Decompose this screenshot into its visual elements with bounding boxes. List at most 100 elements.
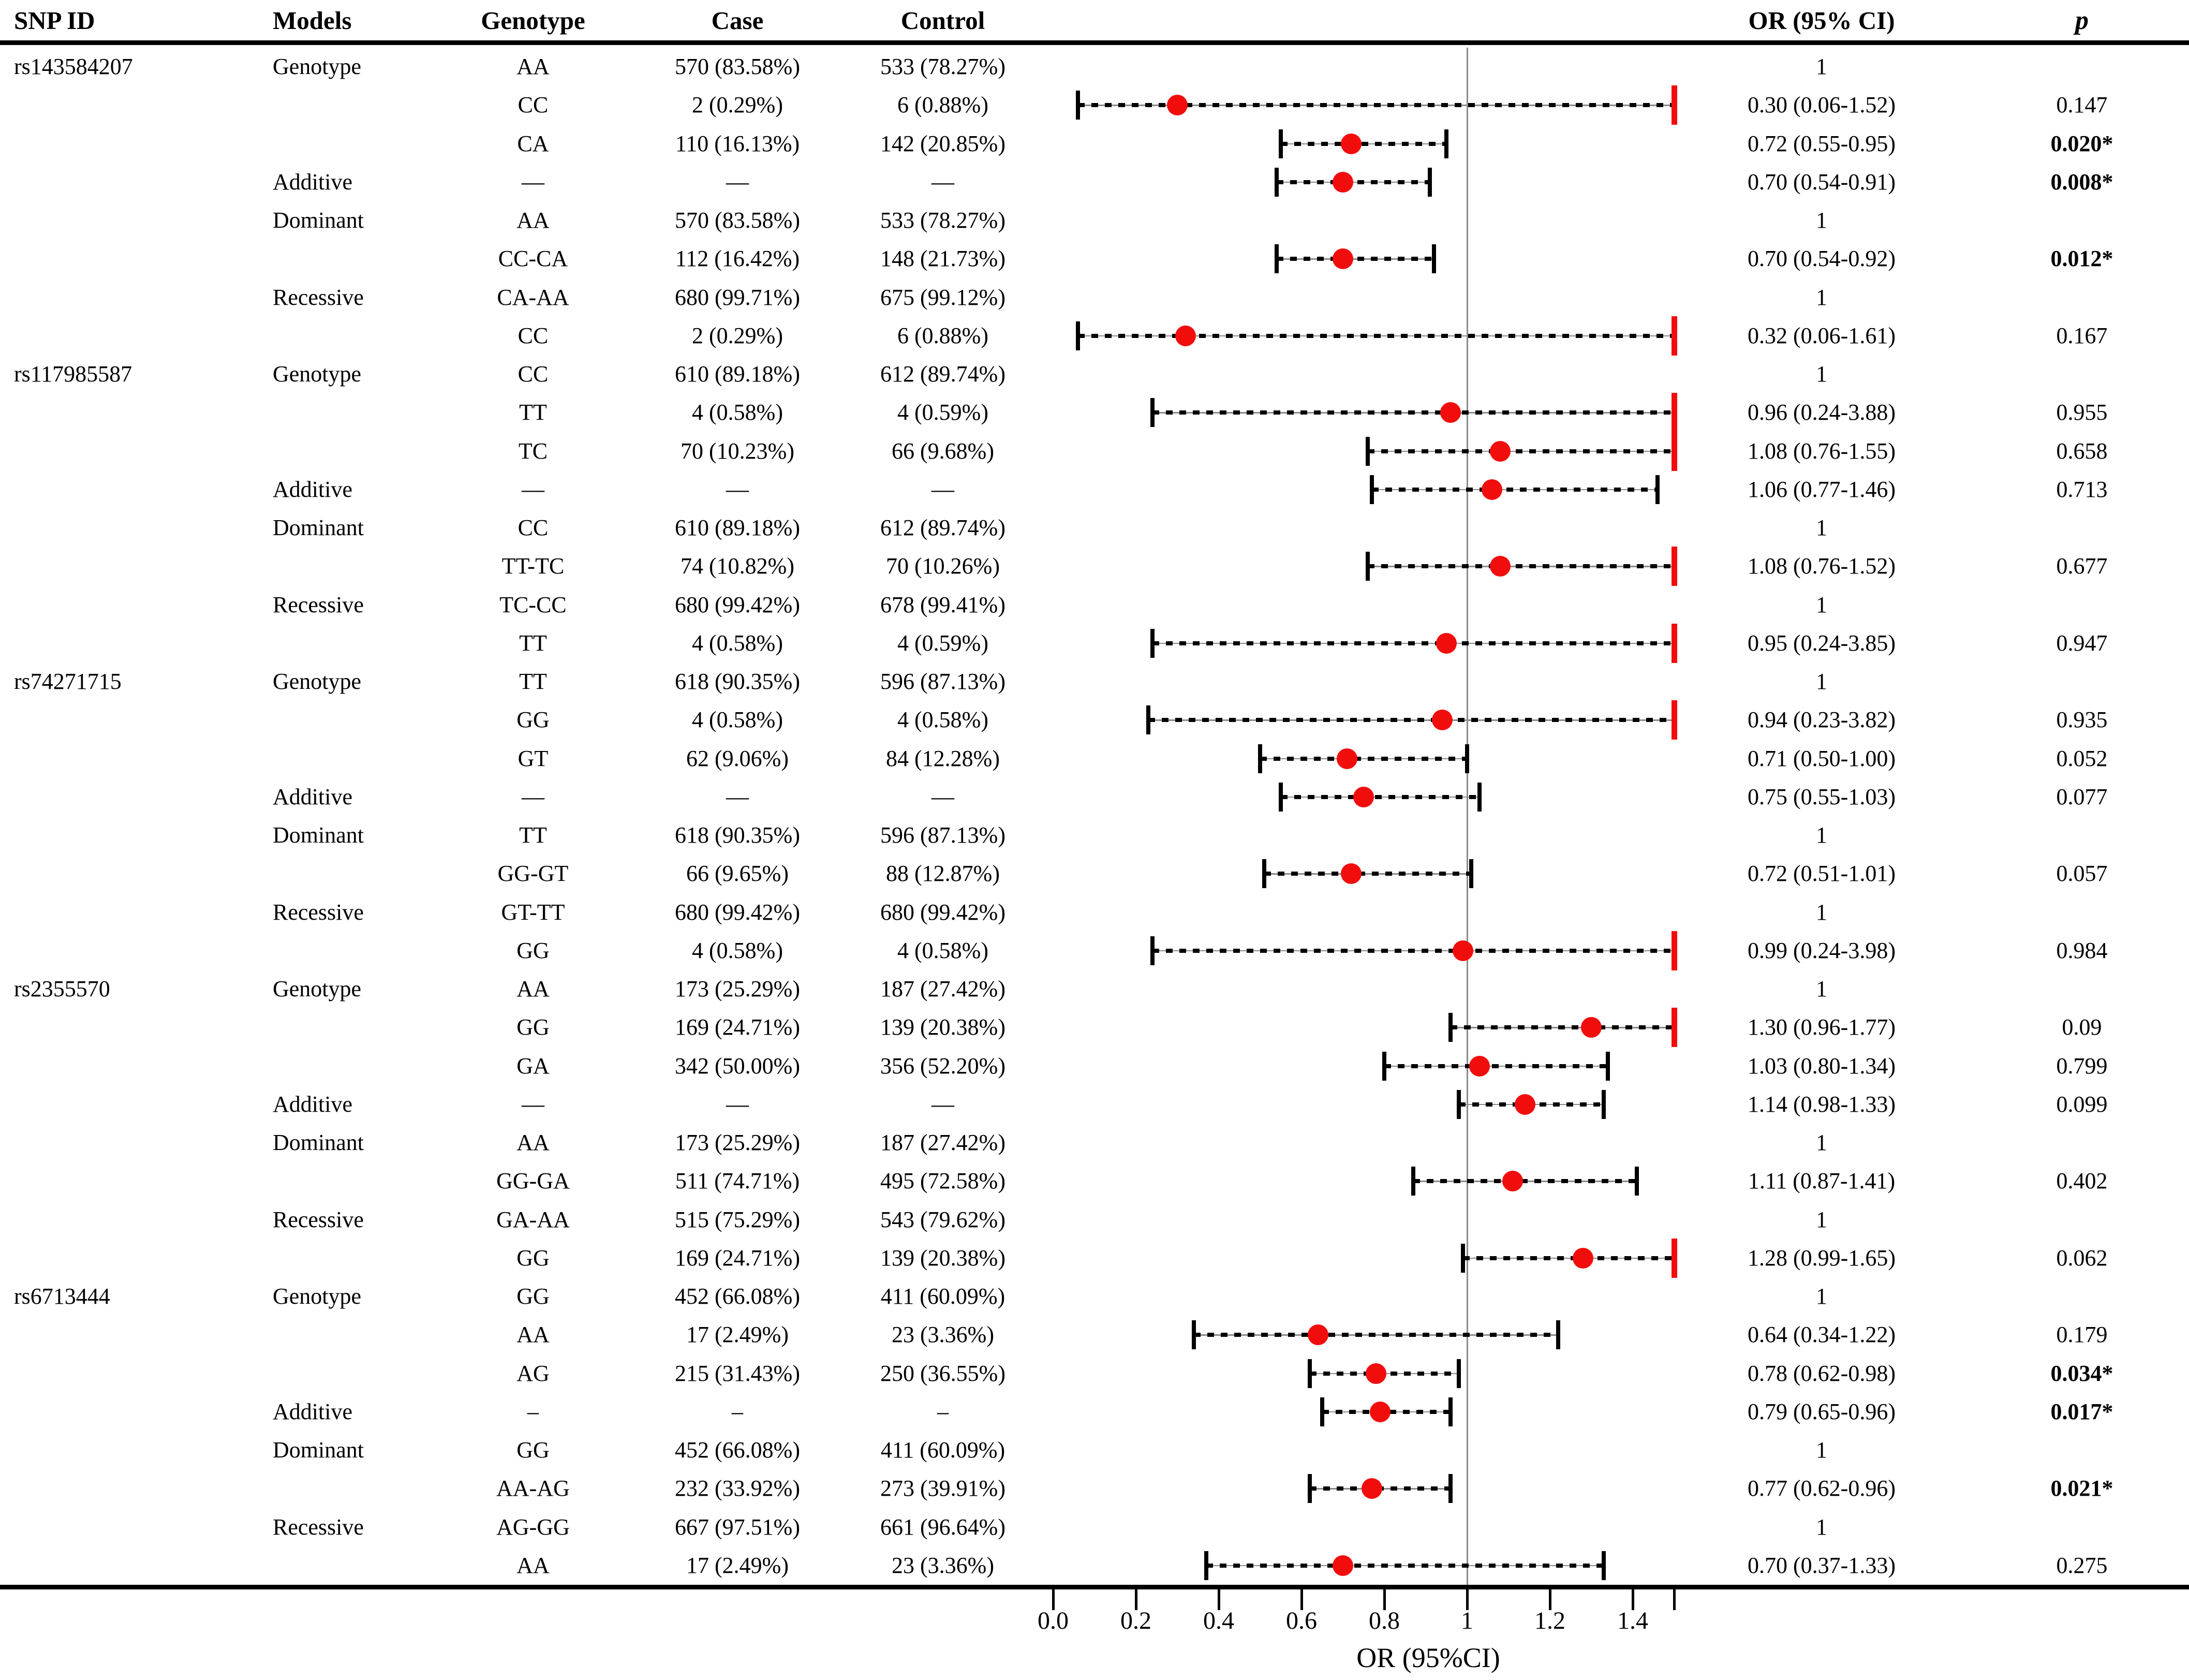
ci-dashed-line — [1384, 1064, 1608, 1068]
table-row: GG 4 (0.58%) 4 (0.58%) 0.99 (0.24-3.98) 0.98… — [0, 931, 2189, 970]
p-value-cell: 0.062 — [2056, 1245, 2108, 1271]
p-value-cell: 0.935 — [2056, 707, 2108, 733]
or-ci-cell: 1.30 (0.96-1.77) — [1748, 1014, 1896, 1040]
control-cell: 596 (87.13%) — [880, 822, 1005, 848]
p-value-cell: 0.713 — [2056, 476, 2108, 502]
control-cell: 250 (36.55%) — [880, 1360, 1005, 1386]
axis-tick-label: 1 — [1461, 1607, 1473, 1634]
case-cell: 169 (24.71%) — [675, 1245, 800, 1271]
control-cell: 495 (72.58%) — [880, 1168, 1005, 1194]
case-cell: 4 (0.58%) — [692, 937, 783, 963]
or-ci-cell: 1 — [1816, 54, 1827, 79]
genotype-cell: AA — [516, 54, 550, 79]
case-cell: 70 (10.23%) — [681, 438, 794, 464]
p-value-cell: 0.052 — [2056, 745, 2108, 771]
genotype-cell: CC — [517, 322, 549, 348]
or-ci-cell: 0.99 (0.24-3.98) — [1748, 937, 1896, 963]
control-cell: — — [931, 784, 954, 809]
model-cell: Genotype — [273, 361, 362, 387]
control-cell: 66 (9.68%) — [892, 438, 994, 464]
snp-id-cell — [14, 816, 262, 854]
or-point-marker — [1490, 440, 1511, 462]
axis-tick-label: 1.4 — [1617, 1607, 1648, 1634]
ci-cap-right — [1602, 1551, 1606, 1580]
or-point-marker — [1502, 1171, 1523, 1192]
snp-id-cell — [14, 1047, 262, 1085]
snp-id-cell — [14, 278, 262, 317]
p-value-cell — [1984, 1431, 2180, 1469]
model-cell: Genotype — [273, 669, 362, 694]
case-cell: 4 (0.58%) — [692, 400, 783, 425]
header-snp-id: SNP ID — [14, 6, 95, 35]
ci-dashed-line — [1078, 333, 1674, 338]
control-cell: 678 (99.41%) — [880, 592, 1005, 617]
header-p-value: p — [2075, 6, 2089, 35]
or-point-marker — [1341, 863, 1362, 885]
snp-id-cell — [14, 1508, 262, 1546]
genotype-cell: GT — [517, 745, 549, 771]
ci-cap-right — [1477, 782, 1482, 812]
genotype-cell: — — [522, 784, 544, 809]
or-ci-cell: 0.71 (0.50-1.00) — [1748, 745, 1896, 771]
axis-tick — [1052, 1589, 1055, 1610]
p-value-cell: 0.677 — [2056, 553, 2108, 579]
model-cell: Additive — [273, 169, 352, 195]
case-cell: — — [726, 1091, 749, 1117]
snp-id-cell — [14, 893, 262, 932]
control-cell: 675 (99.12%) — [880, 284, 1005, 310]
genotype-cell: AA — [516, 1552, 550, 1578]
axis-tick-label: 0.2 — [1120, 1607, 1151, 1634]
table-row: CC 2 (0.29%) 6 (0.88%) 0.30 (0.06-1.52) 0.14… — [0, 85, 2189, 125]
table-row: GG 169 (24.71%) 139 (20.38%) 1.30 (0.96-1.7… — [0, 1008, 2189, 1048]
model-cell — [273, 240, 428, 278]
axis-tick-label: 0.8 — [1369, 1607, 1400, 1634]
genotype-cell: TC — [518, 438, 548, 464]
ci-cap-left — [1461, 1243, 1465, 1273]
control-cell: 23 (3.36%) — [892, 1552, 994, 1578]
or-ci-cell: 1 — [1816, 592, 1827, 617]
control-cell: 533 (78.27%) — [880, 208, 1005, 233]
ci-dashed-line — [1281, 141, 1446, 146]
genotype-cell: AA — [516, 1130, 550, 1155]
case-cell: 680 (99.71%) — [675, 284, 800, 310]
or-point-marker — [1337, 748, 1357, 769]
table-row: GG-GA 511 (74.71%) 495 (72.58%) 1.11 (0.87-… — [0, 1162, 2189, 1200]
genotype-cell: AG-GG — [496, 1514, 570, 1540]
model-cell: Recessive — [273, 592, 364, 617]
table-row: Recessive TC-CC 680 (99.42%) 678 (99.41%) 1 — [0, 586, 2189, 624]
p-value-cell — [1984, 662, 2180, 701]
axis-tick-label: 0.4 — [1203, 1607, 1234, 1634]
p-value-cell: 0.179 — [2056, 1322, 2108, 1348]
or-ci-cell: 0.64 (0.34-1.22) — [1748, 1322, 1896, 1348]
table-row: Dominant AA 570 (83.58%) 533 (78.27%) 1 — [0, 201, 2189, 240]
ci-dashed-line — [1277, 180, 1430, 184]
control-cell: 148 (21.73%) — [880, 246, 1005, 272]
or-point-marker — [1333, 248, 1353, 270]
snp-id-cell — [14, 1085, 262, 1124]
or-ci-cell: 0.32 (0.06-1.61) — [1748, 322, 1896, 348]
table-bottom-rule — [0, 1585, 2189, 1589]
axis-tick-label: 0.6 — [1286, 1607, 1317, 1634]
or-ci-cell: 0.75 (0.55-1.03) — [1748, 784, 1896, 809]
or-ci-cell: 1.08 (0.76-1.55) — [1748, 438, 1896, 464]
control-cell: 139 (20.38%) — [880, 1014, 1005, 1040]
ci-cap-right — [1556, 1320, 1560, 1350]
snp-id-cell — [14, 86, 262, 124]
model-cell: Additive — [273, 784, 352, 809]
control-cell: 187 (27.42%) — [880, 976, 1005, 1001]
table-row: Dominant CC 610 (89.18%) 612 (89.74%) 1 — [0, 509, 2189, 547]
genotype-cell: GG — [516, 1437, 550, 1463]
genotype-cell: GG — [516, 1284, 550, 1309]
control-cell: 6 (0.88%) — [897, 322, 988, 348]
genotype-cell: AA-AG — [496, 1476, 570, 1501]
snp-id-cell — [14, 586, 262, 624]
ci-cap-right — [1444, 129, 1448, 158]
ci-cap-left — [1275, 244, 1279, 274]
case-cell: 17 (2.49%) — [686, 1322, 789, 1348]
table-row: CA 110 (16.13%) 142 (20.85%) 0.72 (0.55-0.9… — [0, 125, 2189, 163]
case-cell: 173 (25.29%) — [675, 976, 800, 1001]
model-cell: Dominant — [273, 1437, 364, 1463]
control-cell: 273 (39.91%) — [880, 1476, 1005, 1501]
genotype-cell: GT-TT — [501, 899, 565, 925]
table-row: GA 342 (50.00%) 356 (52.20%) 1.03 (0.80-1.3… — [0, 1047, 2189, 1085]
